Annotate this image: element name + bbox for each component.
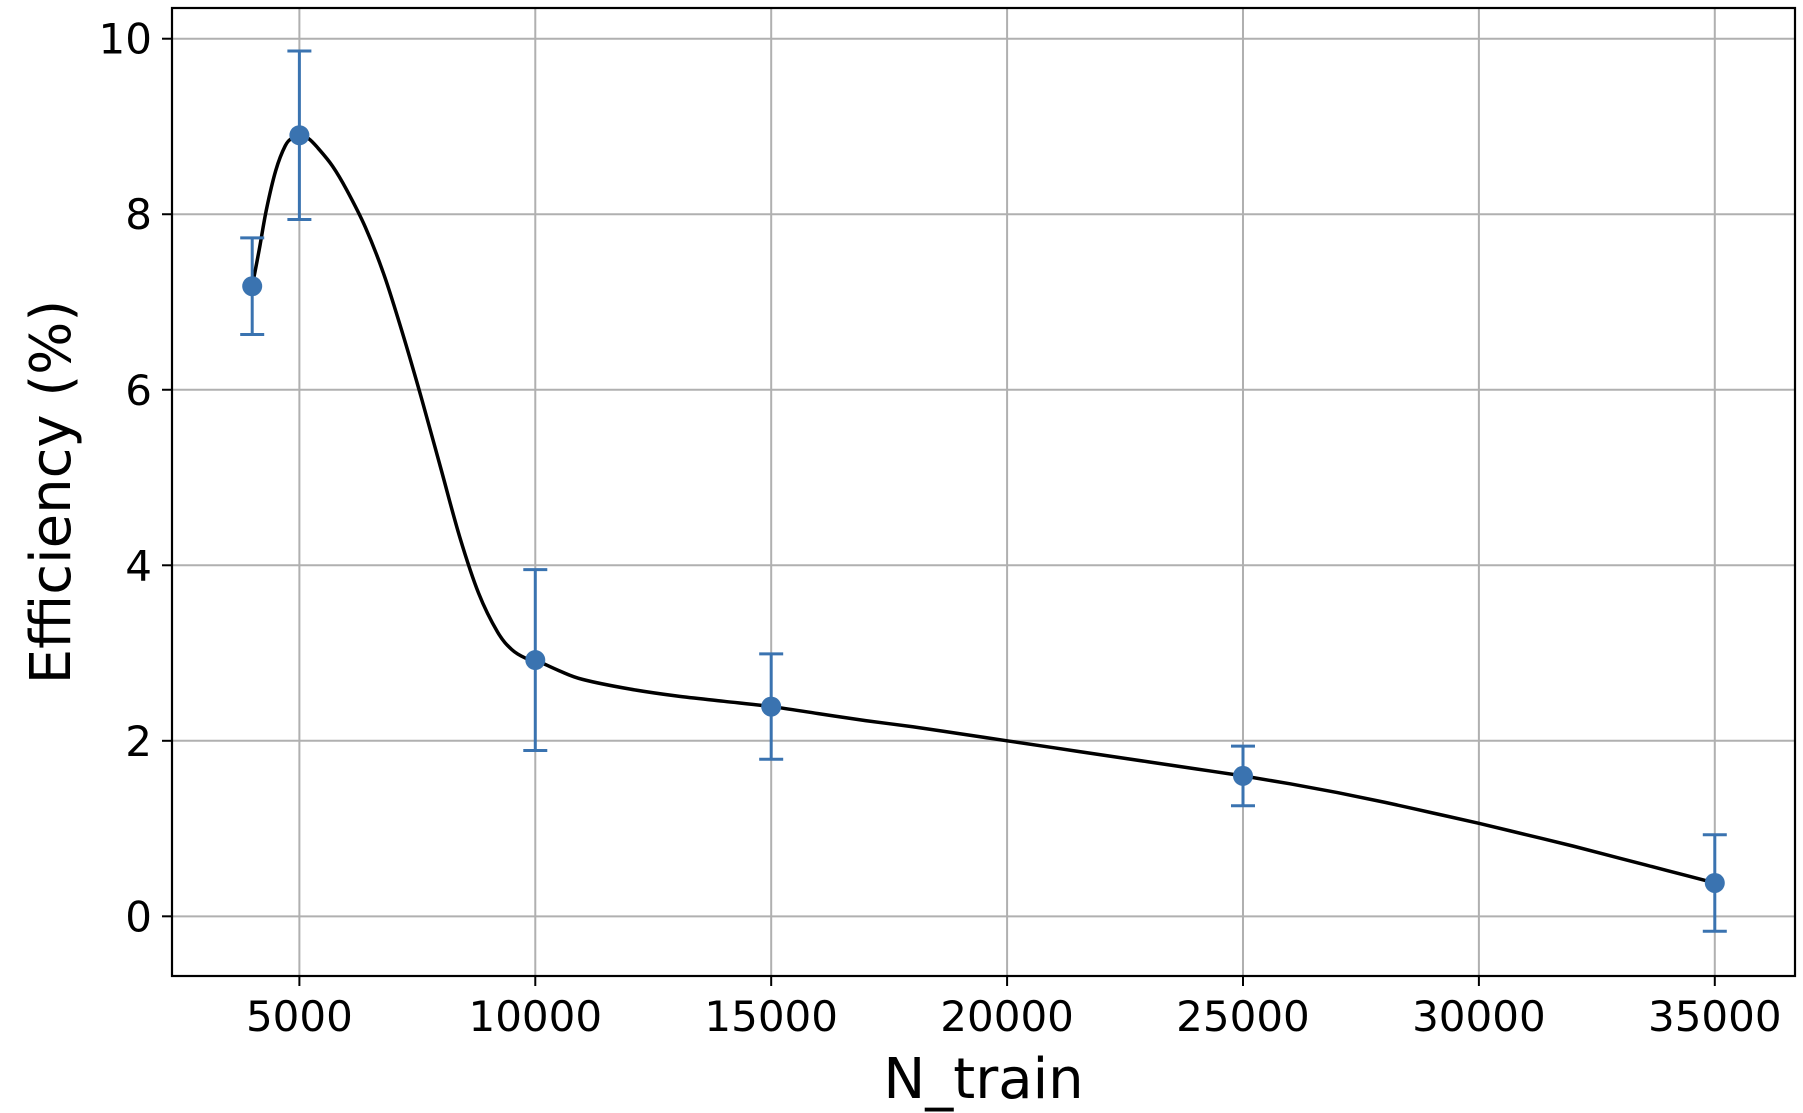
data-point	[761, 696, 782, 717]
grid-layer	[172, 8, 1795, 976]
y-tick-label: 2	[125, 717, 152, 766]
y-tick-label: 0	[125, 892, 152, 941]
x-tick-label: 5000	[246, 992, 353, 1041]
data-point	[525, 650, 546, 671]
data-point	[242, 276, 263, 297]
x-tick-label: 15000	[704, 992, 838, 1041]
x-tick-label: 30000	[1412, 992, 1546, 1041]
y-tick-label: 4	[125, 541, 152, 590]
y-axis-label: Efficiency (%)	[19, 300, 84, 684]
x-tick-label: 35000	[1648, 992, 1782, 1041]
data-point-layer	[242, 125, 1725, 893]
y-tick-label: 6	[125, 366, 152, 415]
y-tick-label: 8	[125, 190, 152, 239]
x-tick-label: 20000	[940, 992, 1074, 1041]
fit-curve	[250, 133, 1717, 885]
data-point	[289, 125, 310, 146]
plot-frame	[170, 6, 1797, 978]
error-bar-layer	[240, 49, 1727, 933]
data-point	[1232, 765, 1253, 786]
y-tick-label: 10	[99, 15, 152, 64]
x-tick-label: 25000	[1176, 992, 1310, 1041]
x-axis-label: N_train	[883, 1047, 1083, 1112]
tick-layer: 5000 10000 15000 20000 25000 30000 35000 0 2 4 6 8 1…	[99, 15, 1782, 1041]
x-tick-label: 10000	[468, 992, 602, 1041]
fit-curve-layer	[250, 133, 1717, 885]
data-point	[1704, 872, 1725, 893]
